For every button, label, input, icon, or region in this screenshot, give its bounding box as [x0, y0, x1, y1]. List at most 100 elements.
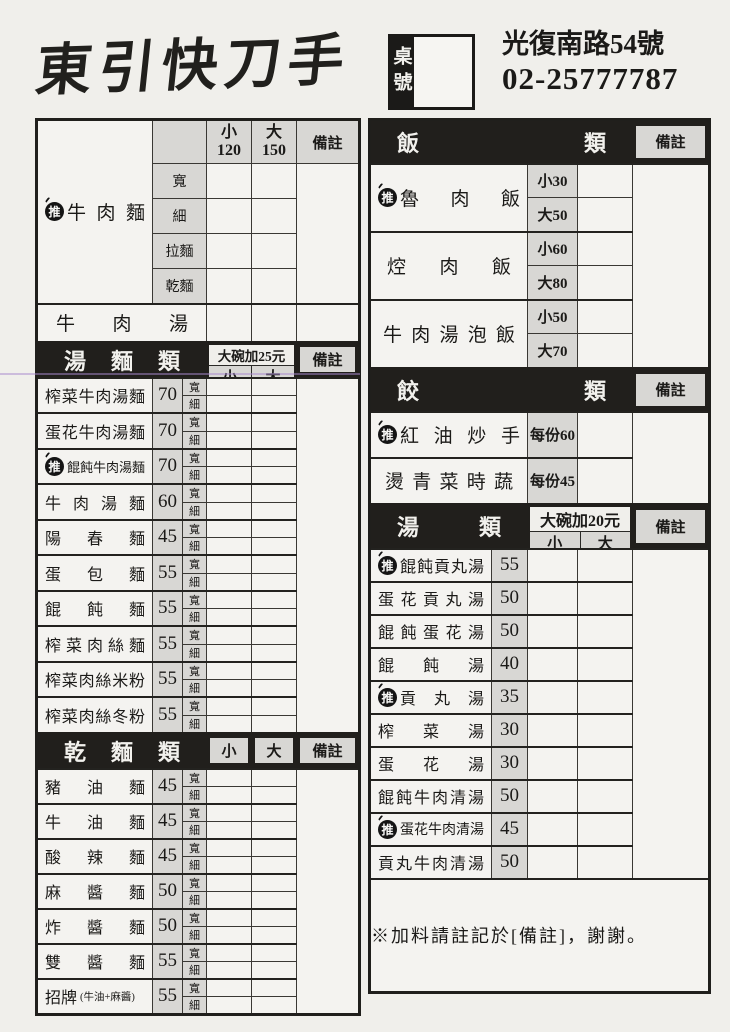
section-title-cell: 湯類	[369, 502, 529, 549]
size-small-label: 小	[210, 738, 249, 763]
order-cell-small	[206, 995, 253, 1015]
order-cell-small	[527, 613, 579, 648]
order-cell-large	[251, 163, 298, 199]
remark-cell	[632, 410, 711, 504]
item-price: 45	[491, 811, 529, 846]
menu-item-row: 牛肉湯泡飯 小50	[369, 298, 710, 368]
order-cell-large	[251, 855, 298, 874]
order-cell-large	[577, 811, 634, 846]
beef-subtype-row: 寬	[37, 163, 361, 304]
menu-item-row: 招牌 (牛油+麻醬) 55 寬	[35, 977, 360, 1015]
menu-item-row: 榨菜肉絲米粉 55 寬	[35, 660, 360, 698]
remark-header: 備註	[636, 509, 706, 543]
menu-item-subrow: 大50	[370, 197, 710, 232]
menu-item-row: 蛋花牛肉湯麵 70 寬	[35, 412, 360, 449]
menu-item-row: 推 餛飩貢丸湯 55	[369, 547, 711, 879]
menu-item-row: 推 蛋花牛肉清湯 45	[369, 811, 710, 846]
beef-noodle-header-row: 推 牛肉麵 小 120 大 150 備註	[35, 119, 361, 304]
order-cell-large	[577, 613, 634, 648]
item-price-large: 大80	[527, 265, 579, 300]
order-cell-large	[251, 643, 298, 662]
section-title: 湯麵類	[64, 348, 181, 374]
item-name: 牛肉湯	[56, 314, 189, 335]
order-cell-small	[206, 660, 253, 680]
menu-item-subrow: 細	[37, 960, 360, 979]
table-number-blank-box	[414, 34, 475, 110]
order-cell-small	[206, 942, 253, 962]
item-name-cell: 榨菜肉絲麵	[35, 625, 154, 662]
menu-item-row: 焢肉飯 小60	[369, 230, 710, 300]
menu-item-row: 陽春麵 45 寬	[35, 518, 360, 556]
section-title-cell: 餃類	[369, 366, 634, 412]
item-price: 45	[152, 802, 184, 839]
size-small-header-cell: 小	[206, 731, 253, 769]
menu-item-row: 榨菜牛肉湯麵 70 寬	[35, 376, 361, 733]
size-small-label: 小	[547, 536, 563, 549]
size-large-label: 大	[579, 532, 631, 548]
remark-header: 備註	[636, 373, 706, 406]
beef-soup-name-cell: 牛肉湯	[35, 302, 208, 342]
order-cell-small	[206, 890, 253, 909]
item-name-cell: 牛肉湯麵	[35, 483, 154, 520]
menu-item-subrow: 細	[37, 820, 360, 839]
item-price: 55	[152, 942, 184, 979]
table-number-label: 桌號	[388, 34, 414, 110]
item-price: 35	[491, 679, 529, 714]
item-price: 50	[491, 844, 529, 879]
recommend-badge: 推	[378, 687, 398, 707]
order-cell-large	[251, 447, 298, 467]
thin-label: 細	[182, 714, 208, 733]
soup-section-header: 湯類 大碗加20元 小 大 備註	[369, 502, 711, 549]
item-name: 牛肉麵	[67, 203, 146, 225]
order-cell-small	[206, 625, 253, 645]
order-cell-small	[206, 163, 253, 199]
subtype-label: 拉麵	[152, 233, 208, 269]
menu-item-row: 酸辣麵 45 寬	[35, 837, 360, 874]
item-name-cell: 燙青菜時蔬	[369, 456, 529, 504]
wide-label: 寬	[182, 518, 208, 538]
menu-item-row: 餛飩蛋花湯 50	[369, 613, 710, 648]
recommend-badge: 推	[378, 819, 398, 839]
item-name-cell: 牛肉湯泡飯	[369, 298, 529, 368]
item-price: 50	[491, 580, 529, 615]
menu-item-row: 豬油麵 45 寬	[35, 767, 361, 1015]
order-cell-large	[251, 679, 298, 698]
order-cell-large	[251, 696, 298, 716]
order-cell-small	[206, 537, 253, 556]
order-cell-large	[251, 554, 298, 574]
order-cell-small	[206, 925, 253, 944]
beef-subtype-row: 拉麵	[37, 233, 360, 269]
order-cell-small	[527, 745, 579, 780]
order-cell-large	[251, 820, 298, 839]
item-price: 70	[152, 447, 184, 485]
wide-label: 寬	[182, 554, 208, 574]
remark-header-cell: 備註	[632, 366, 711, 412]
order-cell-large	[251, 660, 298, 680]
wide-label: 寬	[182, 767, 208, 787]
item-name-cell: 餛飩蛋花湯	[369, 613, 493, 648]
item-name-cell: 榨菜牛肉湯麵	[35, 376, 154, 414]
menu-item-subrow: 細	[37, 785, 360, 804]
order-cell	[577, 230, 634, 266]
order-cell-small	[206, 802, 253, 822]
thin-label: 細	[182, 995, 208, 1015]
menu-item-row: 餛飩牛肉清湯 50	[369, 778, 710, 813]
order-cell	[577, 333, 634, 368]
section-title: 餃類	[397, 378, 607, 404]
order-cell-small	[206, 447, 253, 467]
item-price: 55	[152, 589, 184, 627]
order-cell-small	[527, 580, 579, 615]
order-cell-small	[206, 466, 253, 485]
order-cell-small	[206, 960, 253, 979]
menu-item-row: 炸醬麵 50 寬	[35, 907, 360, 944]
order-cell-large	[577, 844, 634, 879]
dumpling-section-header: 餃類 備註	[369, 366, 711, 412]
order-cell-small	[206, 820, 253, 839]
menu-item-row: 榨菜肉絲麵 55 寬	[35, 625, 360, 662]
section-title: 飯類	[397, 130, 607, 156]
phone-number: 02-25777787	[502, 61, 679, 97]
item-name-cell: 蛋包麵	[35, 554, 154, 591]
order-cell-small	[206, 785, 253, 804]
wide-label: 寬	[182, 412, 208, 432]
